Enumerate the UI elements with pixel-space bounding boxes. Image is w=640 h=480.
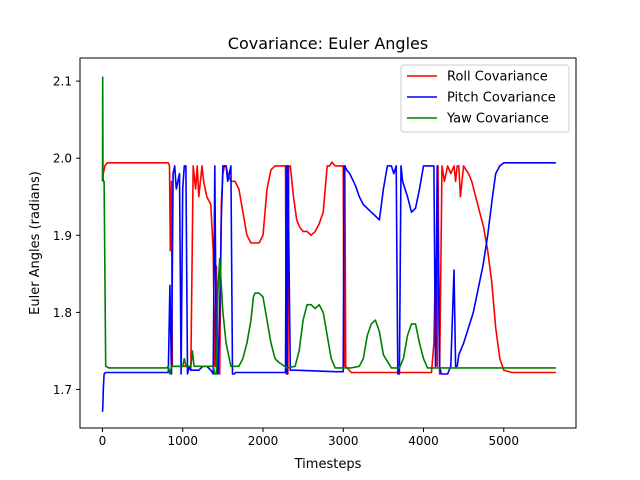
chart-title: Covariance: Euler Angles <box>228 34 428 53</box>
x-tick-label: 2000 <box>248 434 279 448</box>
legend-label-yaw-covariance: Yaw Covariance <box>446 112 549 127</box>
y-tick-label: 1.9 <box>53 229 72 243</box>
y-tick-label: 2.0 <box>53 152 72 166</box>
x-tick-label: 3000 <box>328 434 359 448</box>
x-tick-label: 0 <box>99 434 107 448</box>
y-tick-label: 2.1 <box>53 75 72 89</box>
series-layer <box>101 76 556 412</box>
series-line-pitch-covariance <box>101 162 556 412</box>
x-axis-label: Timesteps <box>294 457 362 472</box>
x-tick-label: 5000 <box>488 434 519 448</box>
x-tick-label: 4000 <box>408 434 439 448</box>
legend-label-pitch-covariance: Pitch Covariance <box>447 91 556 106</box>
x-tick-label: 1000 <box>167 434 198 448</box>
y-axis-label: Euler Angles (radians) <box>28 171 43 315</box>
y-tick-label: 1.8 <box>53 306 72 320</box>
legend-box <box>400 64 570 133</box>
legend-label-roll-covariance: Roll Covariance <box>447 70 548 85</box>
legend: Roll Covariance Pitch Covariance Yaw Covar… <box>400 64 570 133</box>
plot-frame <box>79 57 577 429</box>
series-line-yaw-covariance <box>101 76 556 375</box>
x-axis-ticks: 0 1000 2000 3000 4000 5000 <box>99 428 519 448</box>
y-tick-label: 1.7 <box>53 383 72 397</box>
y-axis-ticks: 1.7 1.8 1.9 2.0 2.1 <box>53 75 80 397</box>
